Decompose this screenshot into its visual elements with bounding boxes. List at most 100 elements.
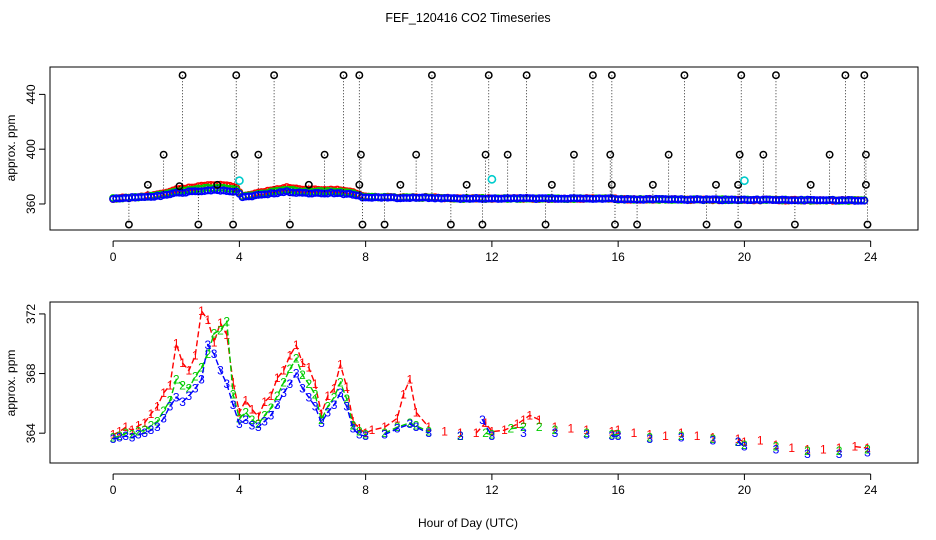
bottom-series-label-3: 3	[324, 405, 331, 419]
bottom-series-line-3	[737, 441, 745, 448]
bottom-series-label-3: 3	[836, 447, 843, 461]
bottom-series-label-2: 2	[836, 444, 843, 458]
bottom-series-label-1: 1	[631, 426, 638, 440]
bottom-series-label-1: 1	[520, 413, 527, 427]
bottom-series-label-2: 2	[198, 361, 205, 375]
bottom-series-label-1: 1	[501, 423, 508, 437]
bottom-series-label-3: 3	[479, 413, 486, 427]
bottom-series-label-3: 3	[709, 434, 716, 448]
bottom-x-tick-label: 0	[110, 483, 117, 497]
top-mid-outlier-point	[254, 150, 263, 159]
top-mid-outlier-point	[412, 150, 421, 159]
bottom-series-label-2: 2	[268, 401, 275, 415]
bottom-series-label-1: 1	[788, 441, 795, 455]
bottom-series-label-3: 3	[312, 399, 319, 413]
bottom-series-label-3: 3	[381, 428, 388, 442]
bottom-series-label-1: 1	[362, 426, 369, 440]
top-x-tick-label: 16	[611, 250, 625, 264]
top-high-outlier-point	[270, 71, 279, 80]
top-x-tick-label: 8	[362, 250, 369, 264]
top-mid-marker-point	[712, 180, 720, 189]
bottom-series-label-1: 1	[261, 395, 268, 409]
bottom-series-label-1: 1	[400, 387, 407, 401]
bottom-series-label-3: 3	[552, 426, 559, 440]
bottom-series-line-1	[475, 414, 540, 434]
bottom-series-label-2: 2	[318, 413, 325, 427]
top-high-outlier-point	[339, 71, 348, 80]
bottom-series-label-2: 2	[255, 417, 262, 431]
top-high-outlier-point	[607, 71, 616, 80]
bottom-series-label-1: 1	[406, 373, 413, 387]
bottom-series-label-1: 1	[536, 413, 543, 427]
bottom-series-line-1	[112, 309, 430, 436]
bottom-series-label-1: 1	[299, 356, 306, 370]
top-high-outlier-point	[860, 71, 869, 80]
figure-title: FEF_120416 CO2 Timeseries	[385, 11, 550, 25]
bottom-series-label-2: 2	[552, 423, 559, 437]
bottom-series-label-2: 2	[362, 428, 369, 442]
bottom-series-label-2: 2	[261, 408, 268, 422]
bottom-series-label-3: 3	[864, 446, 871, 460]
bottom-series-label-3: 3	[217, 364, 224, 378]
bottom-series-label-2: 2	[204, 347, 211, 361]
bottom-series-label-3: 3	[192, 381, 199, 395]
bottom-series-label-2: 2	[135, 425, 142, 439]
bottom-x-tick-label: 16	[611, 483, 625, 497]
top-mid-marker-point	[547, 180, 556, 189]
bottom-series-label-2: 2	[381, 426, 388, 440]
top-x-tick-label: 0	[110, 250, 117, 264]
bottom-series-label-1: 1	[167, 378, 174, 392]
top-x-tick-label: 20	[738, 250, 752, 264]
bottom-series-label-1: 1	[110, 428, 117, 442]
bottom-series-label-2: 2	[223, 314, 230, 328]
bottom-series-label-3: 3	[167, 399, 174, 413]
top-mid-marker-point	[462, 180, 471, 189]
bottom-series-label-2: 2	[413, 419, 420, 433]
bottom-series-label-1: 1	[211, 335, 218, 349]
bottom-series-label-2: 2	[773, 440, 780, 454]
bottom-series-label-2: 2	[678, 429, 685, 443]
bottom-series-label-3: 3	[236, 417, 243, 431]
bottom-series-label-1: 1	[864, 441, 871, 455]
bottom-series-label-3: 3	[274, 398, 281, 412]
top-mid-outlier-point	[503, 150, 512, 159]
bottom-series-label-3: 3	[583, 428, 590, 442]
bottom-series-label-1: 1	[217, 316, 224, 330]
bottom-series-label-1: 1	[457, 426, 464, 440]
x-axis-label: Hour of Day (UTC)	[418, 516, 518, 530]
bottom-series-label-2: 2	[148, 419, 155, 433]
bottom-x-tick-label: 4	[236, 483, 243, 497]
top-low-outlier-point	[446, 220, 455, 229]
bottom-series-label-1: 1	[356, 422, 363, 436]
bottom-series-label-3: 3	[249, 419, 256, 433]
bottom-series-label-1: 1	[852, 440, 859, 454]
bottom-series-label-1: 1	[514, 417, 521, 431]
bottom-series-label-3: 3	[773, 443, 780, 457]
bottom-series-label-3: 3	[305, 390, 312, 404]
top-mid-outlier-point	[320, 150, 329, 159]
top-mid-marker-point	[648, 180, 657, 189]
bottom-series-label-3: 3	[287, 377, 294, 391]
bottom-series-label-1: 1	[381, 420, 388, 434]
bottom-series-label-3: 3	[160, 411, 167, 425]
bottom-series-label-2: 2	[179, 378, 186, 392]
bottom-series-line-1	[611, 429, 619, 433]
top-low-outlier-point	[478, 220, 487, 229]
top-low-outlier-point	[611, 220, 619, 229]
top-low-outlier-point	[734, 220, 743, 229]
top-point-series-3	[857, 196, 866, 205]
bottom-series-line-3	[384, 423, 430, 436]
top-mid-marker-point	[806, 180, 815, 189]
bottom-series-label-2: 2	[249, 413, 256, 427]
bottom-series-line-2	[485, 432, 493, 436]
bottom-series-label-2: 2	[236, 411, 243, 425]
top-y-tick-label: 360	[24, 194, 38, 214]
bottom-series-line-2	[384, 422, 430, 434]
bottom-series-label-2: 2	[520, 420, 527, 434]
bottom-series-label-3: 3	[520, 426, 527, 440]
bottom-series-label-3: 3	[299, 381, 306, 395]
top-high-outlier-point	[355, 71, 364, 80]
bottom-series-label-3: 3	[110, 432, 117, 446]
